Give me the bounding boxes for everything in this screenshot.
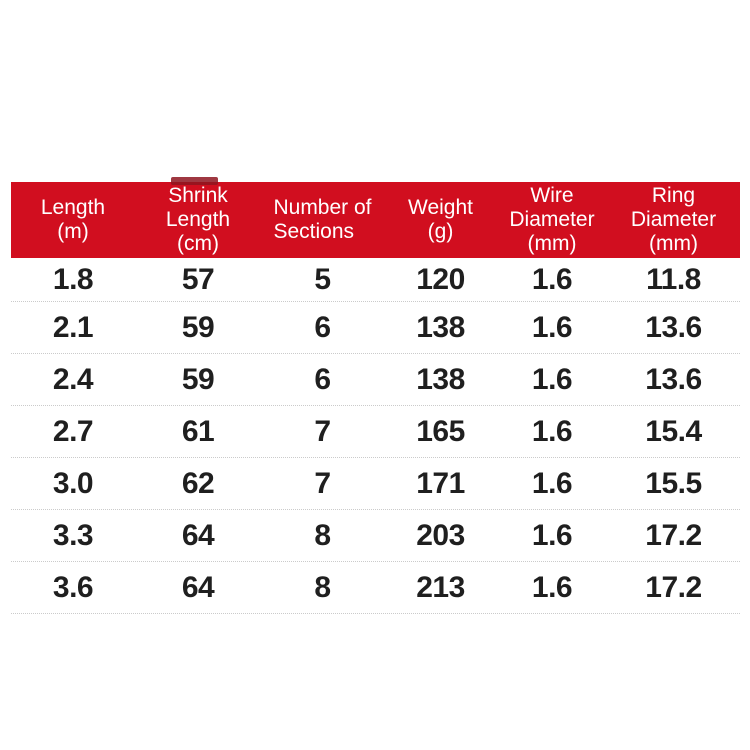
table-row: 1.8 57 5 120 1.6 11.8 — [11, 258, 740, 302]
cell-length: 3.3 — [52, 518, 94, 552]
cell-ring-diameter: 17.2 — [645, 570, 702, 604]
cell-sections: 7 — [314, 414, 331, 448]
col-header-weight: Weight (g) — [384, 182, 497, 258]
cell-wire-diameter: 1.6 — [531, 310, 573, 344]
cell-weight: 138 — [416, 362, 465, 396]
cell-length: 3.0 — [52, 466, 94, 500]
col-header-length-label: Length (m) — [40, 196, 106, 243]
cell-ring-diameter: 13.6 — [645, 362, 702, 396]
cell-ring-diameter: 15.4 — [645, 414, 702, 448]
col-header-length: Length (m) — [11, 182, 135, 258]
cell-shrink-length: 64 — [181, 518, 215, 552]
cell-length: 2.1 — [52, 310, 94, 344]
col-header-ring-diameter: Ring Diameter (mm) — [607, 182, 740, 258]
cell-shrink-length: 64 — [181, 570, 215, 604]
cell-sections: 7 — [314, 466, 331, 500]
cell-weight: 203 — [416, 518, 465, 552]
cell-sections: 6 — [314, 362, 331, 396]
col-header-ring-diameter-label: Ring Diameter (mm) — [630, 184, 717, 255]
col-header-shrink-length-label: Shrink Length (cm) — [165, 184, 231, 255]
table-row: 2.1 59 6 138 1.6 13.6 — [11, 302, 740, 354]
col-header-shrink-length: Shrink Length (cm) — [135, 182, 261, 258]
cell-sections: 5 — [314, 262, 331, 296]
cell-sections: 6 — [314, 310, 331, 344]
cell-shrink-length: 62 — [181, 466, 215, 500]
col-header-weight-label: Weight (g) — [408, 196, 473, 243]
cell-shrink-length: 61 — [181, 414, 215, 448]
cell-wire-diameter: 1.6 — [531, 466, 573, 500]
table-row: 3.6 64 8 213 1.6 17.2 — [11, 562, 740, 614]
table-row: 3.0 62 7 171 1.6 15.5 — [11, 458, 740, 510]
cell-shrink-length: 57 — [181, 262, 215, 296]
red-artifact — [171, 177, 218, 185]
cell-wire-diameter: 1.6 — [531, 362, 573, 396]
cell-ring-diameter: 11.8 — [646, 262, 701, 296]
cell-sections: 8 — [314, 570, 331, 604]
cell-length: 2.4 — [52, 362, 94, 396]
cell-shrink-length: 59 — [181, 362, 215, 396]
cell-wire-diameter: 1.6 — [531, 570, 573, 604]
col-header-wire-diameter-label: Wire Diameter (mm) — [509, 184, 595, 255]
table-row: 2.7 61 7 165 1.6 15.4 — [11, 406, 740, 458]
cell-length: 3.6 — [52, 570, 94, 604]
cell-ring-diameter: 15.5 — [645, 466, 702, 500]
cell-ring-diameter: 17.2 — [645, 518, 702, 552]
cell-wire-diameter: 1.6 — [531, 414, 573, 448]
cell-weight: 171 — [416, 466, 465, 500]
cell-sections: 8 — [314, 518, 331, 552]
cell-wire-diameter: 1.6 — [531, 518, 573, 552]
table-header: Length (m) Shrink Length (cm) Number of … — [11, 182, 740, 258]
col-header-number-of-sections: Number of Sections — [261, 182, 384, 258]
cell-weight: 120 — [416, 262, 465, 296]
table-row: 3.3 64 8 203 1.6 17.2 — [11, 510, 740, 562]
cell-wire-diameter: 1.6 — [531, 262, 573, 296]
col-header-wire-diameter: Wire Diameter (mm) — [497, 182, 607, 258]
col-header-number-of-sections-label: Number of Sections — [273, 196, 372, 243]
table-row: 2.4 59 6 138 1.6 13.6 — [11, 354, 740, 406]
cell-length: 1.8 — [52, 262, 94, 296]
cell-weight: 213 — [416, 570, 465, 604]
table-body: 1.8 57 5 120 1.6 11.8 2.1 59 6 138 1.6 1… — [11, 258, 740, 614]
cell-weight: 138 — [416, 310, 465, 344]
spec-table: Length (m) Shrink Length (cm) Number of … — [11, 182, 740, 614]
cell-shrink-length: 59 — [181, 310, 215, 344]
cell-length: 2.7 — [52, 414, 94, 448]
cell-ring-diameter: 13.6 — [645, 310, 702, 344]
cell-weight: 165 — [416, 414, 465, 448]
